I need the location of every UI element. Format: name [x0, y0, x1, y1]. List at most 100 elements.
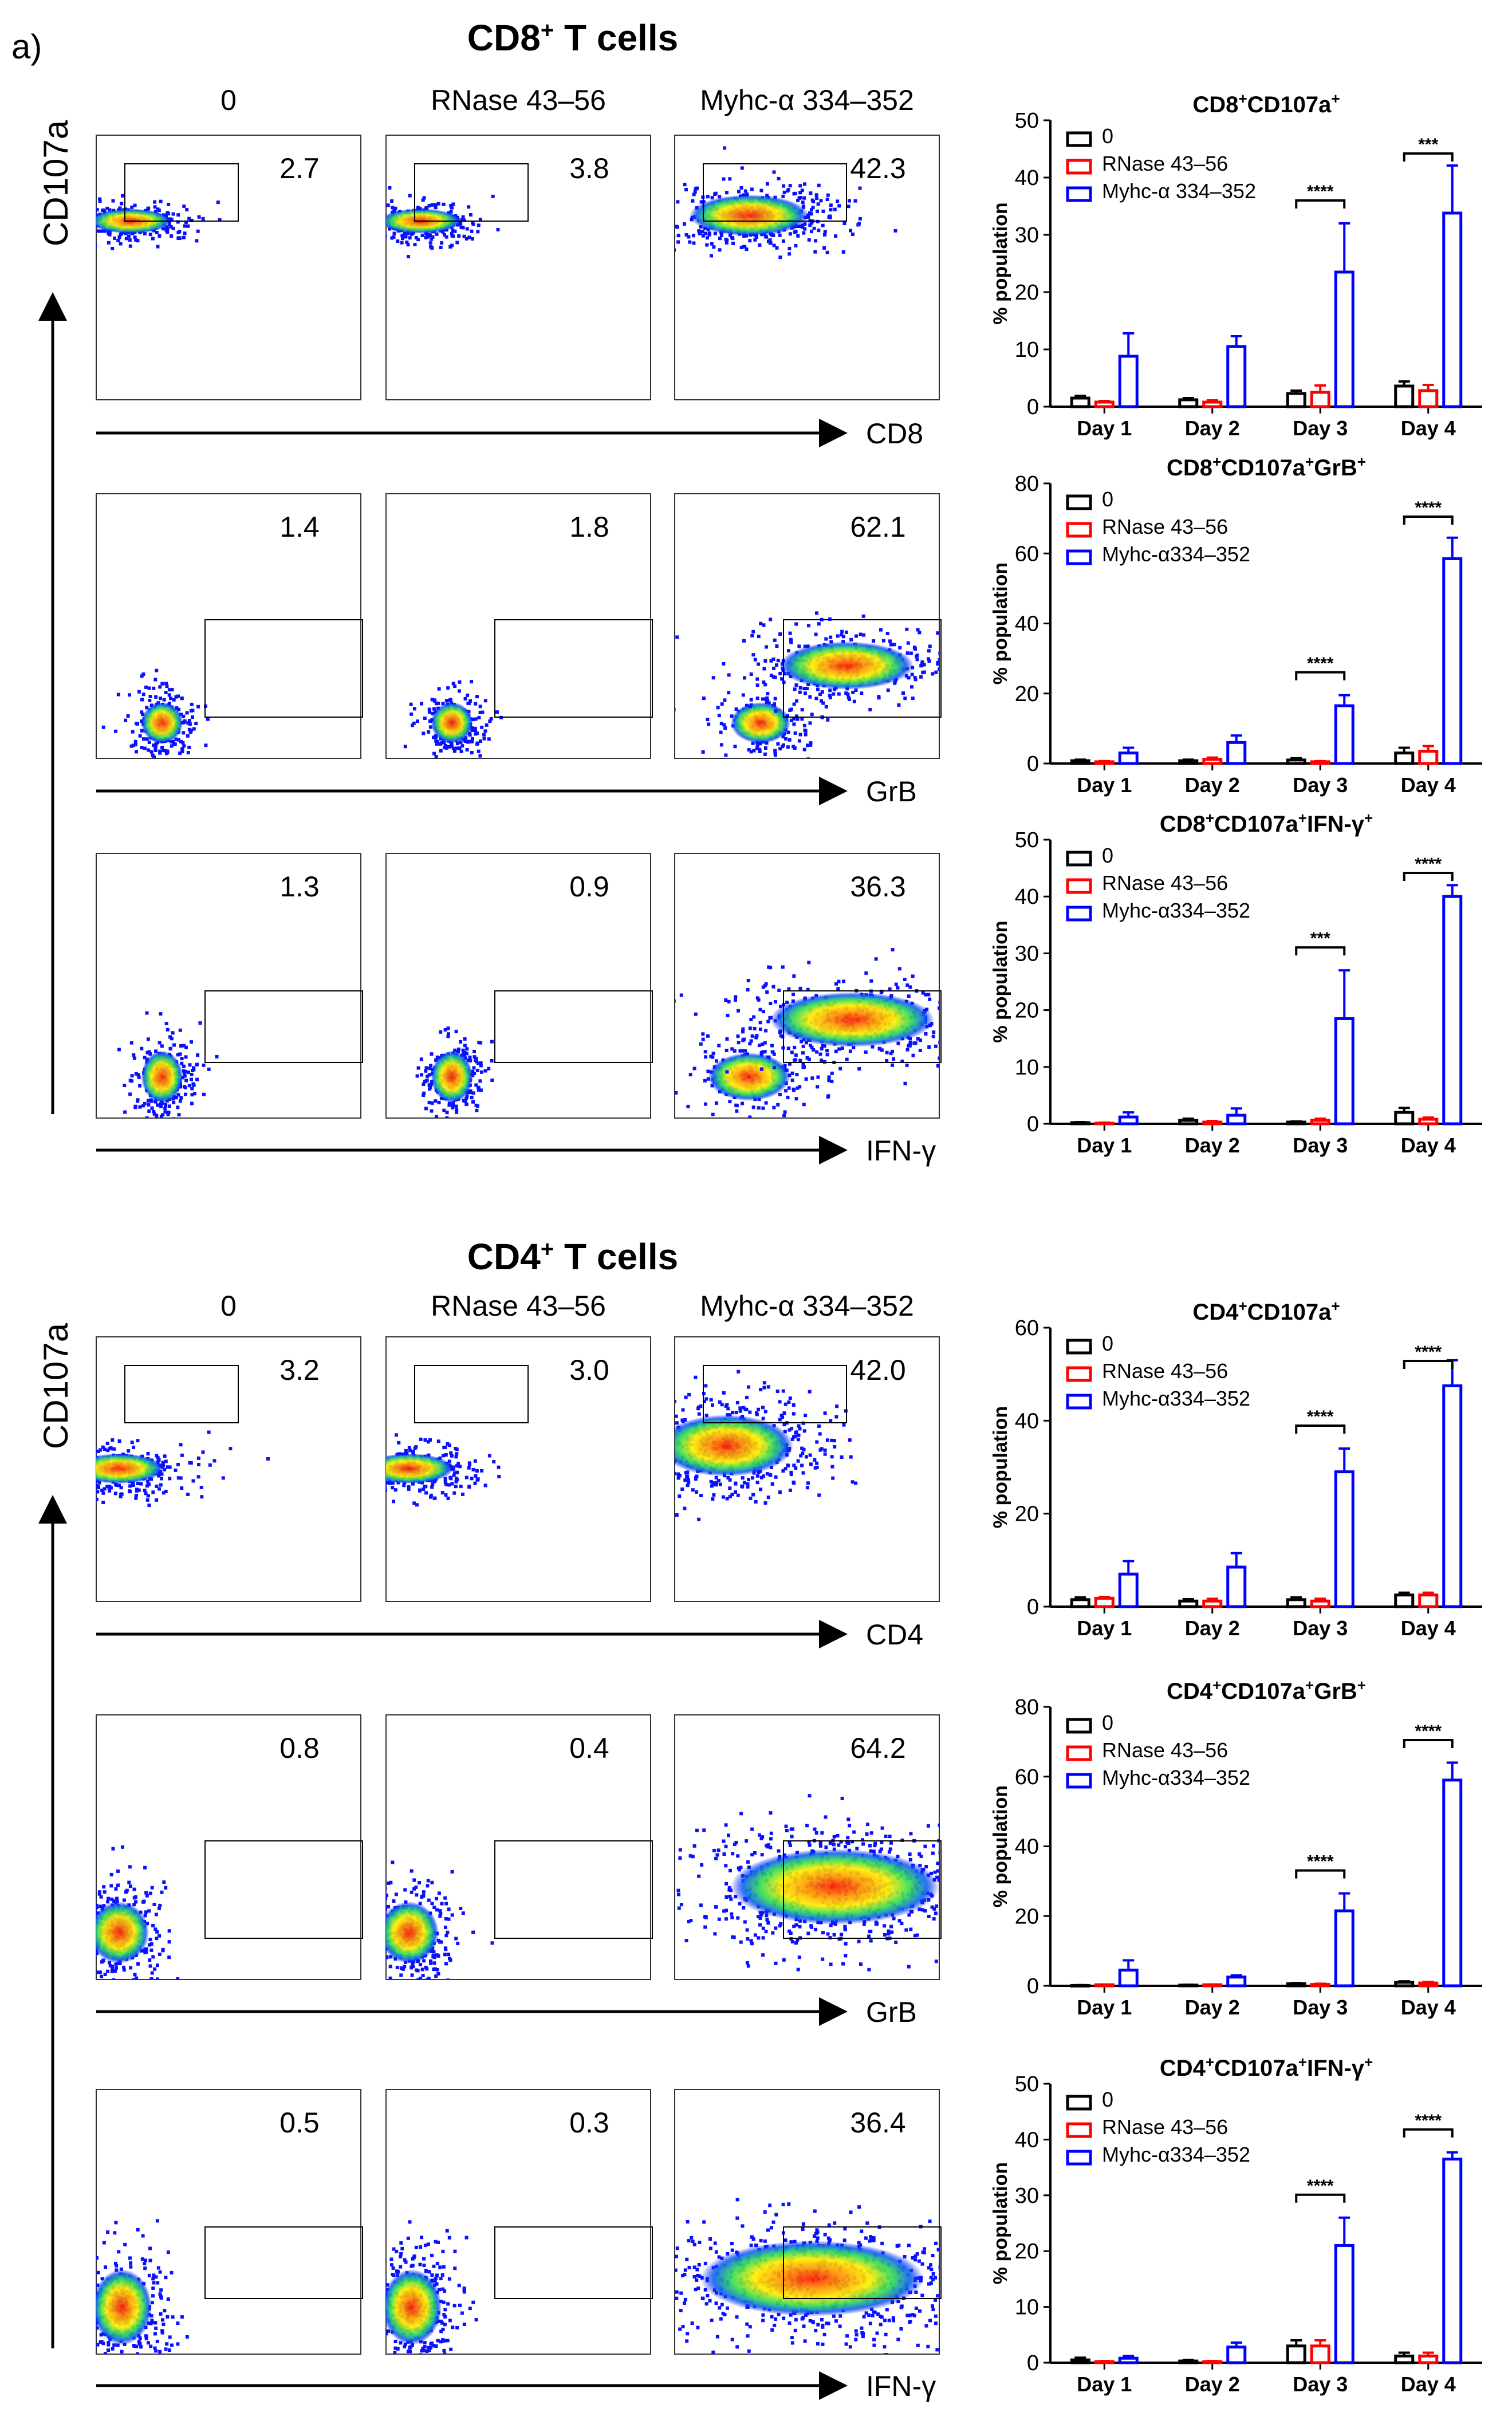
event-dot [365, 234, 369, 238]
event-dot [84, 217, 88, 220]
event-dot [718, 237, 722, 241]
event-dot [762, 1381, 766, 1385]
event-dot [807, 961, 811, 965]
event-dot [444, 1902, 448, 1906]
event-dot [163, 1110, 167, 1114]
event-dot [794, 683, 798, 687]
event-dot [422, 1083, 426, 1087]
event-dot [422, 731, 426, 735]
event-dot [124, 231, 128, 235]
event-dot [169, 696, 172, 701]
event-dot [751, 1476, 754, 1480]
event-dot [718, 1482, 722, 1486]
event-dot [162, 1880, 166, 1884]
event-dot [449, 204, 453, 208]
event-dot [765, 696, 769, 700]
event-dot [849, 1455, 853, 1459]
event-dot [86, 1472, 90, 1475]
event-dot [145, 706, 149, 710]
event-dot [466, 693, 470, 697]
event-dot [914, 678, 918, 682]
event-dot [454, 1485, 458, 1489]
event-dot [671, 199, 674, 202]
event-dot [434, 206, 438, 210]
density-core [779, 642, 914, 690]
event-dot [174, 1096, 178, 1100]
event-dot [451, 1103, 455, 1107]
event-dot [375, 1461, 378, 1465]
event-dot [671, 1474, 674, 1478]
event-dot [428, 1067, 432, 1071]
event-dot [786, 1096, 790, 1100]
event-dot [134, 1900, 138, 1904]
event-dot [57, 1934, 61, 1938]
event-dot [772, 170, 776, 174]
event-dot [108, 1489, 112, 1493]
event-dot [758, 742, 762, 746]
event-dot [135, 750, 138, 754]
event-dot [439, 246, 443, 249]
event-dot [763, 758, 766, 761]
gate-box [703, 1365, 847, 1423]
event-dot [670, 1415, 673, 1418]
event-dot [491, 194, 495, 198]
scatter-dots [403, 680, 503, 758]
event-dot [688, 1073, 692, 1077]
event-dot [36, 1478, 39, 1481]
event-dot [400, 234, 404, 238]
event-dot [772, 1066, 776, 1069]
event-dot [155, 1454, 159, 1458]
event-dot [90, 1937, 94, 1940]
event-dot [701, 230, 704, 234]
event-dot [800, 1463, 804, 1467]
event-dot [148, 699, 152, 702]
event-dot [675, 225, 679, 229]
event-dot [159, 199, 163, 203]
event-dot [390, 236, 394, 240]
event-dot [81, 1927, 85, 1931]
gate-percent: 3.2 [279, 1354, 320, 1386]
event-dot [459, 749, 463, 753]
event-dot [115, 1899, 119, 1903]
event-dot [753, 1026, 757, 1030]
event-dot [158, 751, 162, 755]
event-dot [180, 696, 184, 701]
event-dot [764, 982, 768, 986]
event-dot [85, 1465, 88, 1469]
event-dot [145, 1050, 149, 1054]
event-dot [657, 1386, 661, 1389]
event-dot [425, 235, 429, 239]
event-dot [857, 222, 861, 226]
event-dot [191, 1479, 195, 1483]
event-dot [368, 1926, 372, 1930]
event-dot [662, 1524, 666, 1528]
event-dot [419, 1962, 422, 1966]
event-dot [748, 1115, 752, 1118]
event-dot [393, 206, 397, 210]
event-dot [666, 1467, 670, 1470]
gate-box [703, 163, 847, 222]
event-dot [88, 1473, 92, 1476]
event-dot [395, 1966, 399, 1969]
event-dot [820, 1058, 824, 1062]
event-dot [176, 236, 180, 240]
event-dot [796, 1438, 800, 1442]
event-dot [380, 1894, 384, 1898]
event-dot [116, 1869, 120, 1873]
event-dot [189, 1461, 193, 1465]
event-dot [778, 1490, 782, 1494]
event-dot [810, 221, 814, 225]
event-dot [759, 1475, 763, 1479]
event-dot [692, 192, 696, 196]
event-dot [471, 1091, 475, 1095]
event-dot [470, 729, 474, 733]
event-dot [164, 749, 168, 753]
event-dot [888, 639, 892, 643]
event-dot [850, 1480, 855, 1484]
event-dot [497, 1474, 501, 1478]
event-dot [419, 1123, 422, 1126]
event-dot [379, 1474, 383, 1478]
event-dot [881, 639, 885, 643]
event-dot [805, 1486, 809, 1490]
event-dot [793, 746, 797, 750]
